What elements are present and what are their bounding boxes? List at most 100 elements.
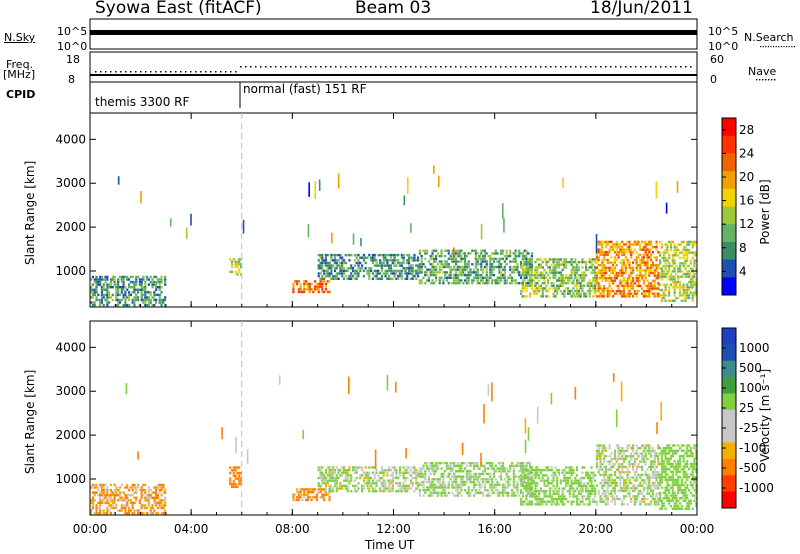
echo-cell	[695, 502, 698, 505]
echo-cell	[613, 279, 617, 282]
echo-cell	[686, 454, 689, 458]
echo-cell	[389, 267, 393, 270]
echo-cell	[519, 274, 523, 277]
echo-cell	[155, 301, 158, 304]
echo-cell	[436, 461, 440, 465]
freq-point	[685, 66, 687, 68]
nave-tick-high: 60	[710, 53, 724, 66]
echo-cell	[514, 486, 517, 489]
echo-cell	[687, 475, 691, 479]
echo-cell	[523, 475, 526, 478]
echo-spike	[452, 247, 455, 260]
nsky-tick-high: 10^5	[57, 25, 88, 38]
echo-cell	[480, 486, 483, 489]
echo-cell	[483, 483, 487, 486]
echo-cell	[339, 272, 342, 275]
echo-cell	[660, 452, 664, 455]
echo-cell	[657, 497, 660, 501]
echo-cell	[140, 496, 143, 499]
echo-cell	[579, 287, 582, 290]
echo-cell	[344, 261, 347, 265]
echo-cell	[523, 271, 526, 274]
echo-cell	[467, 478, 470, 481]
echo-cell	[102, 293, 105, 297]
echo-cell	[416, 267, 420, 270]
echo-cell	[559, 482, 562, 485]
echo-cell	[635, 487, 638, 490]
echo-cell	[350, 267, 353, 270]
echo-cell	[673, 460, 676, 463]
echo-cell	[335, 489, 338, 493]
echo-cell	[232, 474, 235, 478]
echo-cell	[657, 271, 660, 275]
echo-cell	[146, 296, 149, 299]
echo-cell	[407, 256, 411, 259]
echo-cell	[635, 279, 638, 282]
echo-spike	[405, 447, 407, 459]
echo-cell	[612, 271, 615, 275]
echo-cell	[232, 469, 235, 472]
echo-cell	[350, 489, 353, 493]
echo-cell	[483, 260, 487, 263]
echo-cell	[682, 494, 685, 497]
echo-cell	[662, 496, 665, 500]
echo-cell	[326, 479, 329, 482]
echo-cell	[615, 248, 618, 251]
echo-cell	[133, 283, 136, 286]
echo-cell	[691, 243, 694, 246]
echo-cell	[680, 299, 683, 302]
echo-cell	[418, 249, 421, 252]
echo-cell	[109, 493, 113, 497]
echo-spike	[331, 232, 333, 244]
echo-cell	[445, 276, 449, 279]
echo-cell	[377, 253, 380, 257]
echo-cell	[687, 296, 691, 300]
echo-cell	[590, 266, 593, 269]
echo-cell	[642, 295, 646, 298]
echo-cell	[135, 283, 138, 286]
echo-cell	[662, 275, 665, 278]
echo-cell	[330, 484, 333, 488]
x-tick-label: 00:00	[73, 522, 108, 536]
echo-cell	[691, 256, 694, 260]
echo-cell	[472, 464, 476, 468]
echo-cell	[160, 303, 163, 307]
echo-cell	[566, 500, 570, 503]
echo-cell	[662, 449, 665, 452]
echo-cell	[158, 504, 161, 507]
echo-cell	[644, 261, 647, 264]
echo-cell	[686, 502, 689, 505]
echo-cell	[646, 264, 649, 267]
freq-point	[470, 66, 472, 68]
echo-cell	[113, 275, 116, 279]
echo-cell	[337, 471, 340, 474]
echo-cell	[604, 479, 608, 482]
echo-cell	[492, 257, 496, 261]
echo-cell	[463, 252, 467, 255]
echo-cell	[657, 503, 660, 506]
echo-cell	[612, 489, 615, 493]
echo-cell	[538, 258, 541, 261]
echo-cell	[146, 493, 149, 497]
echo-cell	[400, 256, 403, 259]
echo-cell	[308, 288, 311, 291]
echo-cell	[610, 481, 613, 485]
echo-cell	[373, 274, 376, 278]
y-tick-label: 3000	[55, 176, 86, 190]
echo-cell	[621, 271, 624, 275]
echo-cell	[153, 486, 156, 489]
echo-cell	[635, 444, 638, 447]
echo-cell	[684, 248, 687, 252]
echo-cell	[583, 503, 586, 506]
echo-cell	[666, 483, 669, 487]
echo-cell	[234, 265, 237, 269]
echo-cell	[577, 295, 580, 298]
echo-cell	[424, 252, 427, 255]
echo-cell	[597, 264, 600, 267]
echo-cell	[668, 267, 671, 270]
echo-cell	[646, 479, 649, 482]
echo-cell	[153, 280, 156, 284]
echo-cell	[482, 260, 485, 263]
echo-cell	[651, 460, 655, 463]
echo-cell	[391, 482, 394, 485]
